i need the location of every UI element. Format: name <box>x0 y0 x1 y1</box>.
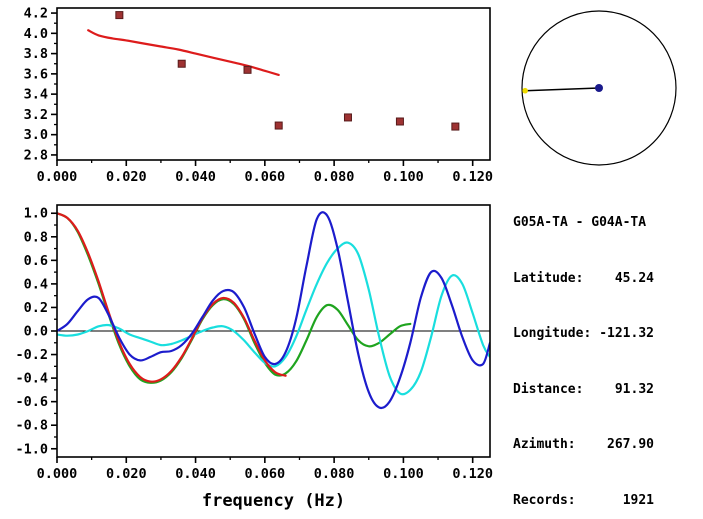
svg-text:-1.0: -1.0 <box>15 441 48 457</box>
svg-text:0.100: 0.100 <box>383 466 424 482</box>
svg-text:0.000: 0.000 <box>37 169 78 185</box>
svg-text:0.6: 0.6 <box>24 253 48 269</box>
azimuth-circle-panel <box>521 10 677 166</box>
svg-text:0.000: 0.000 <box>37 466 78 482</box>
station-pair-title: G05A-TA - G04A-TA <box>513 215 647 230</box>
svg-text:-0.8: -0.8 <box>15 418 48 434</box>
svg-text:3.6: 3.6 <box>24 66 48 82</box>
svg-text:0.120: 0.120 <box>452 169 493 185</box>
svg-text:0.080: 0.080 <box>314 169 355 185</box>
distance-value: 91.32 <box>614 381 654 397</box>
records-label: Records: <box>513 492 576 508</box>
svg-text:4.0: 4.0 <box>24 26 48 42</box>
station-info-panel: G05A-TA - G04A-TA Latitude: 45.24 Longitu… <box>513 177 701 519</box>
svg-text:2.8: 2.8 <box>24 147 48 163</box>
svg-text:0.8: 0.8 <box>24 229 48 245</box>
svg-text:1.0: 1.0 <box>24 206 48 222</box>
svg-text:0.020: 0.020 <box>106 169 147 185</box>
svg-text:0.040: 0.040 <box>175 466 216 482</box>
svg-text:0.120: 0.120 <box>452 466 493 482</box>
svg-text:0.060: 0.060 <box>245 466 286 482</box>
latitude-label: Latitude: <box>513 270 584 286</box>
dispersion-panel: 0.000 0.020 0.040 0.060 0.080 0.100 0.120 2.8 3.… <box>24 6 493 185</box>
longitude-value: -121.32 <box>599 326 654 341</box>
svg-text:0.0: 0.0 <box>24 324 48 340</box>
azimuth-label: Azimuth: <box>513 437 576 452</box>
svg-text:-0.6: -0.6 <box>15 394 48 410</box>
svg-text:0.060: 0.060 <box>245 169 286 185</box>
svg-text:4.2: 4.2 <box>24 6 48 22</box>
svg-text:0.080: 0.080 <box>314 466 355 482</box>
info-row-records: Records: 1921 <box>513 492 701 511</box>
latitude-value: 45.24 <box>614 270 654 286</box>
longitude-label: Longitude: <box>513 326 592 341</box>
distance-label: Distance: <box>513 381 584 397</box>
svg-text:-0.4: -0.4 <box>15 371 48 387</box>
azimuth-value: 267.90 <box>607 437 654 452</box>
svg-text:0.4: 0.4 <box>24 276 48 292</box>
info-row-distance: Distance: 91.32 <box>513 381 701 400</box>
svg-text:-0.2: -0.2 <box>15 347 48 363</box>
svg-text:0.040: 0.040 <box>175 169 216 185</box>
records-value: 1921 <box>622 492 654 508</box>
svg-text:0.2: 0.2 <box>24 300 48 316</box>
svg-text:0.020: 0.020 <box>106 466 147 482</box>
info-row-latitude: Latitude: 45.24 <box>513 270 701 289</box>
info-row-azimuth: Azimuth: 267.90 <box>513 436 701 455</box>
waveform-panel: 0.000 0.020 0.040 0.060 0.080 0.100 0.120 1.0 0.… <box>15 204 493 511</box>
svg-text:3.0: 3.0 <box>24 127 48 143</box>
svg-text:0.100: 0.100 <box>383 169 424 185</box>
svg-text:3.4: 3.4 <box>24 87 48 103</box>
svg-text:3.8: 3.8 <box>24 46 48 62</box>
info-row-longitude: Longitude: -121.32 <box>513 325 701 344</box>
svg-text:3.2: 3.2 <box>24 107 48 123</box>
svg-text:frequency (Hz): frequency (Hz) <box>202 491 345 511</box>
